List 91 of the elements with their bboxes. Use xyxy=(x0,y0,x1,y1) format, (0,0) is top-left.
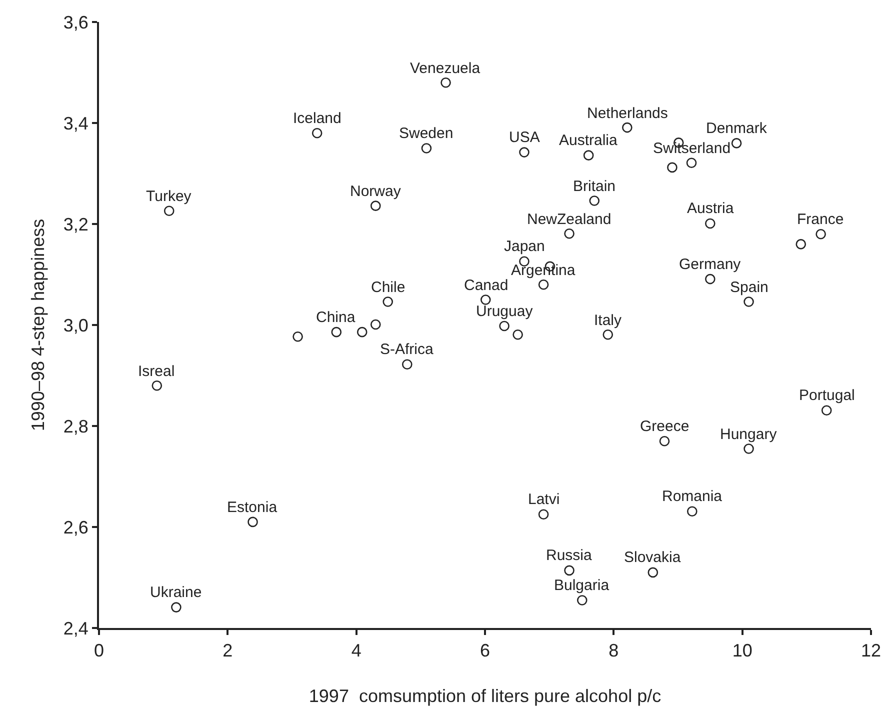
point xyxy=(648,567,658,578)
annotation: S-Africa xyxy=(380,341,434,358)
annotation: NewZealand xyxy=(527,211,612,228)
point xyxy=(564,565,574,576)
annotation: USA xyxy=(509,129,540,146)
annotation: Ukraine xyxy=(150,584,202,601)
point xyxy=(667,162,678,173)
point xyxy=(331,326,342,338)
annotation: Chile xyxy=(371,279,406,296)
point xyxy=(292,331,303,342)
point xyxy=(402,359,412,370)
x-axis-title: 1997 comsumption of liters pure alcohol p/c xyxy=(308,686,662,706)
point xyxy=(370,319,381,330)
point xyxy=(512,329,523,340)
point xyxy=(705,218,716,229)
annotation: Sweden xyxy=(399,125,454,142)
x-tick-label: 6 xyxy=(480,640,490,661)
x-tick-label: 12 xyxy=(860,640,882,661)
annotation: Japan xyxy=(504,238,545,255)
y-tick-label: 3,4 xyxy=(63,113,88,134)
point xyxy=(705,274,716,284)
point xyxy=(821,405,832,416)
point xyxy=(152,380,162,391)
annotation: France xyxy=(797,211,844,228)
annotation: Latvi xyxy=(528,491,560,508)
x-tick-label: 10 xyxy=(732,640,752,661)
point xyxy=(687,506,698,516)
point xyxy=(744,296,754,307)
x-tick-label: 8 xyxy=(608,640,619,661)
annotation: Denmark xyxy=(706,120,768,137)
point xyxy=(622,122,632,133)
y-tick-label: 2,6 xyxy=(63,517,88,538)
annotation: Spain xyxy=(730,279,768,296)
point xyxy=(248,516,258,528)
point xyxy=(686,158,697,168)
annotation: Romania xyxy=(662,488,723,505)
y-tick-label: 3,6 xyxy=(63,12,88,32)
point xyxy=(312,128,322,138)
point xyxy=(519,147,530,158)
annotation: Iceland xyxy=(293,110,342,127)
annotation: Turkey xyxy=(146,188,192,205)
annotation: Italy xyxy=(594,312,622,329)
annotation: Greece xyxy=(640,418,690,435)
annotation: Netherlands xyxy=(587,105,668,122)
annotation: Norway xyxy=(350,183,402,200)
point xyxy=(731,138,742,148)
annotation: Canad xyxy=(464,277,508,294)
annotation: Argentina xyxy=(511,262,576,279)
annotation: Britain xyxy=(573,178,616,195)
point xyxy=(602,329,614,340)
annotation: Hungary xyxy=(720,426,778,443)
point xyxy=(538,509,549,520)
annotation: Austria xyxy=(687,200,734,217)
annotation: Venezuela xyxy=(410,60,481,77)
x-tick-label: 4 xyxy=(351,640,362,661)
annotation: China xyxy=(316,309,356,326)
y-tick-label: 2,4 xyxy=(63,618,88,638)
point xyxy=(382,296,394,307)
point xyxy=(164,206,174,216)
point xyxy=(356,326,368,338)
annotation: Estonia xyxy=(227,499,278,516)
point xyxy=(370,200,381,211)
point xyxy=(659,436,670,446)
point xyxy=(421,143,432,154)
annotation: Portugal xyxy=(799,387,855,404)
annotation: Slovakia xyxy=(624,549,682,566)
y-tick-label: 3,0 xyxy=(63,315,88,336)
point xyxy=(744,444,754,454)
annotation: Australia xyxy=(559,132,618,149)
x-tick-label: 0 xyxy=(94,640,104,661)
point xyxy=(816,228,826,240)
annotation: Germany xyxy=(679,256,742,273)
point xyxy=(480,294,491,305)
annotation: Isreal xyxy=(138,363,175,380)
point xyxy=(440,77,451,88)
y-tick-label: 3,2 xyxy=(63,214,88,234)
y-axis-title: 1990–98 4-step happiness xyxy=(28,218,48,432)
annotation: Switserland xyxy=(653,140,731,157)
x-tick-label: 2 xyxy=(222,640,233,661)
point xyxy=(564,228,574,239)
annotation: Uruguay xyxy=(476,303,534,320)
point xyxy=(796,239,806,250)
annotation: Bulgaria xyxy=(554,577,610,594)
point xyxy=(576,595,588,606)
point xyxy=(583,150,594,160)
point xyxy=(538,279,549,290)
point xyxy=(499,320,510,332)
y-tick-label: 2,8 xyxy=(63,416,88,436)
annotation: Russia xyxy=(546,547,593,564)
point xyxy=(171,602,182,612)
point xyxy=(589,196,600,206)
